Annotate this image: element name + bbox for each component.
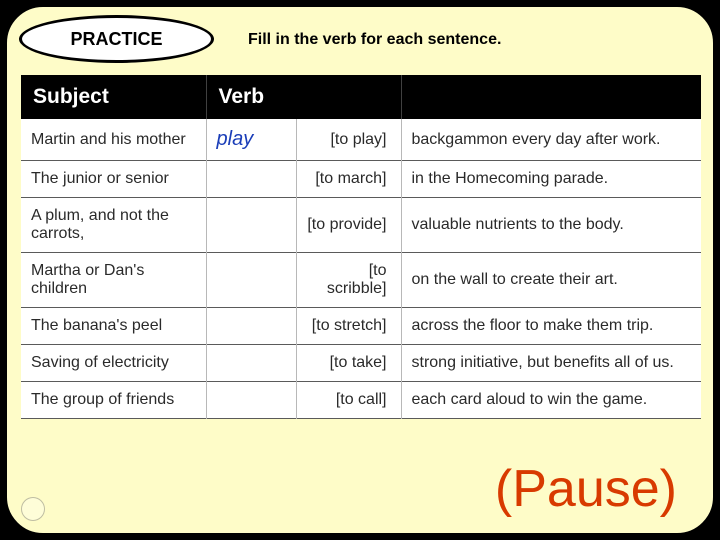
cell-rest: each card aloud to win the game. — [401, 382, 701, 419]
cell-subject: A plum, and not the carrots, — [21, 198, 206, 253]
cell-rest: across the floor to make them trip. — [401, 308, 701, 345]
cell-rest: on the wall to create their art. — [401, 253, 701, 308]
cell-subject: Saving of electricity — [21, 345, 206, 382]
table-row: Saving of electricity [to take] strong i… — [21, 345, 701, 382]
table-row: The group of friends [to call] each card… — [21, 382, 701, 419]
cell-answer[interactable] — [206, 382, 296, 419]
table-header-row: Subject Verb — [21, 75, 701, 119]
cell-rest: in the Homecoming parade. — [401, 161, 701, 198]
answer-text: play — [217, 128, 254, 150]
col-header-rest — [401, 75, 701, 119]
header-row: PRACTICE Fill in the verb for each sente… — [21, 17, 699, 63]
cell-subject: The banana's peel — [21, 308, 206, 345]
cell-subject: The junior or senior — [21, 161, 206, 198]
verb-table: Subject Verb Martin and his mother play … — [21, 75, 701, 419]
cell-subject: The group of friends — [21, 382, 206, 419]
cell-answer[interactable]: play — [206, 119, 296, 161]
cell-subject: Martin and his mother — [21, 119, 206, 161]
cell-rest: valuable nutrients to the body. — [401, 198, 701, 253]
cell-answer[interactable] — [206, 308, 296, 345]
practice-label: PRACTICE — [70, 29, 162, 50]
cell-hint: [to march] — [296, 161, 401, 198]
cell-rest: strong initiative, but benefits all of u… — [401, 345, 701, 382]
table-row: The banana's peel [to stretch] across th… — [21, 308, 701, 345]
table-row: A plum, and not the carrots, [to provide… — [21, 198, 701, 253]
pause-text: (Pause) — [495, 459, 677, 519]
practice-pill: PRACTICE — [19, 15, 214, 63]
cell-answer[interactable] — [206, 345, 296, 382]
table-row: The junior or senior [to march] in the H… — [21, 161, 701, 198]
cell-rest: backgammon every day after work. — [401, 119, 701, 161]
table-row: Martha or Dan's children [to scribble] o… — [21, 253, 701, 308]
col-header-subject: Subject — [21, 75, 206, 119]
cell-hint: [to scribble] — [296, 253, 401, 308]
cell-answer[interactable] — [206, 198, 296, 253]
table-row: Martin and his mother play [to play] bac… — [21, 119, 701, 161]
cell-hint: [to provide] — [296, 198, 401, 253]
corner-decoration — [21, 497, 45, 521]
verb-table-wrap: Subject Verb Martin and his mother play … — [21, 75, 701, 419]
slide-frame: PRACTICE Fill in the verb for each sente… — [5, 5, 715, 535]
cell-hint: [to play] — [296, 119, 401, 161]
instruction-text: Fill in the verb for each sentence. — [248, 31, 501, 49]
col-header-verb: Verb — [206, 75, 401, 119]
cell-answer[interactable] — [206, 253, 296, 308]
cell-hint: [to call] — [296, 382, 401, 419]
cell-hint: [to stretch] — [296, 308, 401, 345]
cell-answer[interactable] — [206, 161, 296, 198]
cell-hint: [to take] — [296, 345, 401, 382]
cell-subject: Martha or Dan's children — [21, 253, 206, 308]
